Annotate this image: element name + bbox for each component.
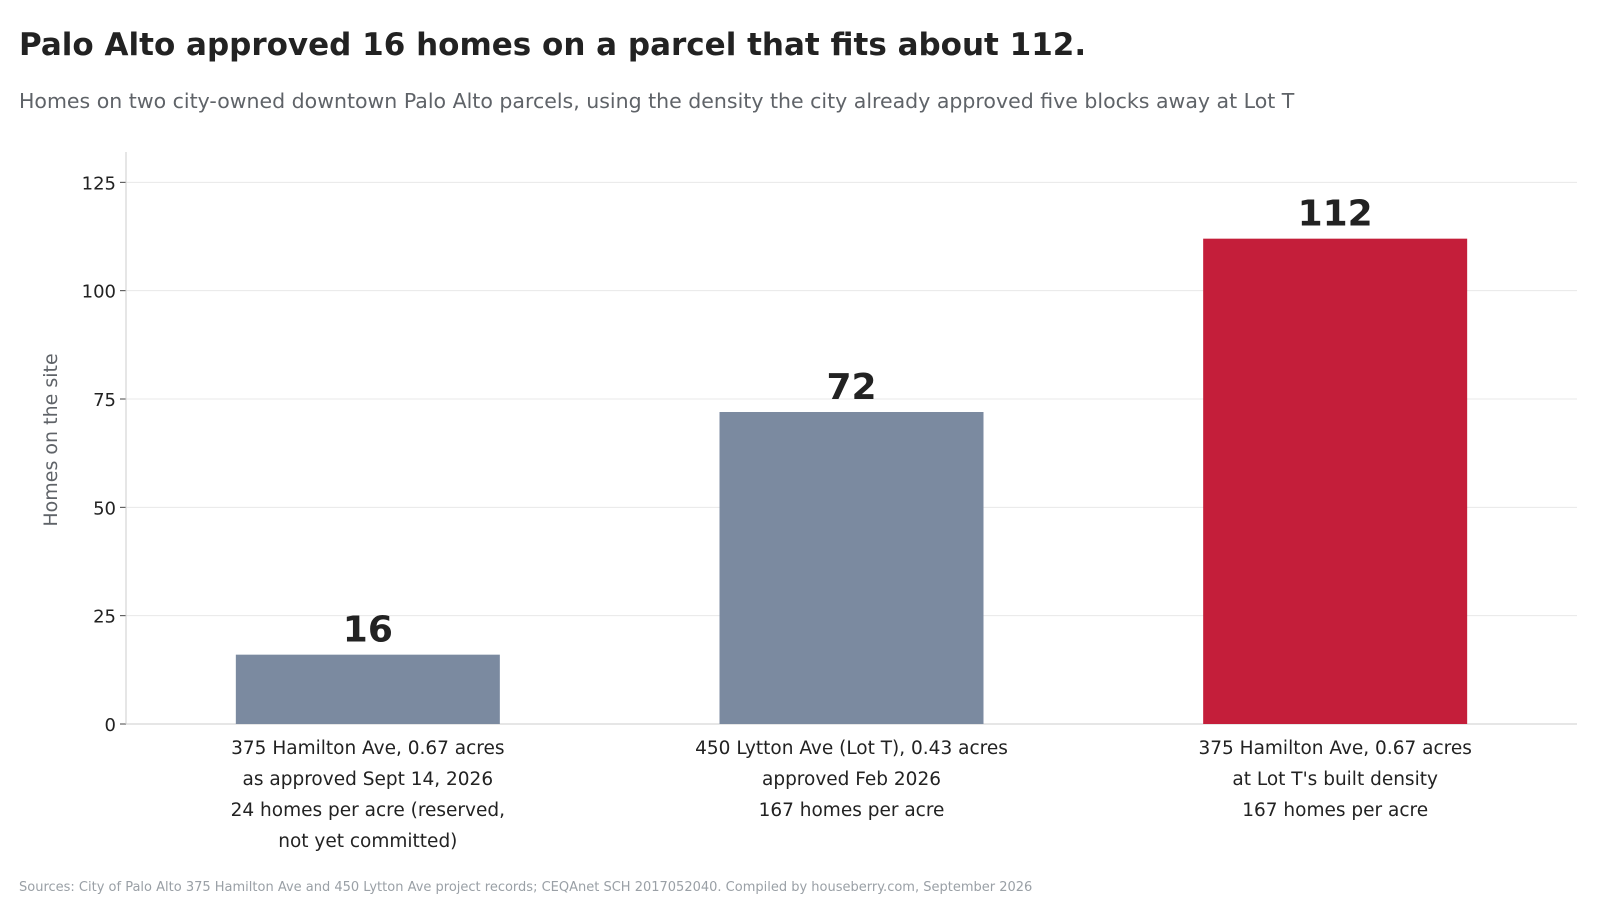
x-tick-label: 375 Hamilton Ave, 0.67 acres as approved … (231, 738, 505, 852)
x-tick-label-line: 167 homes per acre (759, 800, 945, 821)
x-tick-label-line: as approved Sept 14, 2026 (243, 769, 494, 790)
x-tick-label-line: approved Feb 2026 (762, 769, 941, 790)
x-tick-labels: 375 Hamilton Ave, 0.67 acres as approved … (231, 738, 1472, 852)
y-tick-label: 0 (105, 715, 116, 736)
chart-title: Palo Alto approved 16 homes on a parcel … (19, 27, 1087, 63)
x-tick-label-line: at Lot T's built density (1232, 769, 1438, 790)
y-tick-label: 125 (82, 173, 116, 194)
bar (719, 412, 984, 724)
x-tick-label-line: 167 homes per acre (1242, 800, 1428, 821)
data-labels: 16 72 112 (343, 194, 1373, 651)
data-label: 72 (826, 367, 876, 408)
x-tick-label-line: 375 Hamilton Ave, 0.67 acres (231, 738, 504, 759)
x-tick-label-line: 375 Hamilton Ave, 0.67 acres (1198, 738, 1471, 759)
x-tick-label-line: 24 homes per acre (reserved, (231, 800, 505, 821)
y-tick-label: 50 (93, 498, 116, 519)
bars (235, 238, 1468, 724)
x-tick-label-line: not yet committed) (278, 831, 457, 852)
bar (1203, 238, 1468, 724)
data-label: 16 (343, 610, 393, 651)
data-label: 112 (1298, 194, 1373, 235)
source-note: Sources: City of Palo Alto 375 Hamilton … (19, 880, 1033, 895)
x-tick-label: 375 Hamilton Ave, 0.67 acres at Lot T's b… (1198, 738, 1471, 821)
y-tick-label: 100 (82, 282, 116, 303)
y-tick-label: 75 (93, 390, 116, 411)
x-tick-label-line: 450 Lytton Ave (Lot T), 0.43 acres (695, 738, 1008, 759)
bar (235, 654, 500, 724)
chart-subtitle: Homes on two city-owned downtown Palo Al… (19, 89, 1295, 113)
x-tick-label: 450 Lytton Ave (Lot T), 0.43 acres approv… (695, 738, 1008, 821)
y-tick-label: 25 (93, 607, 116, 628)
y-axis-label: Homes on the site (40, 353, 62, 526)
